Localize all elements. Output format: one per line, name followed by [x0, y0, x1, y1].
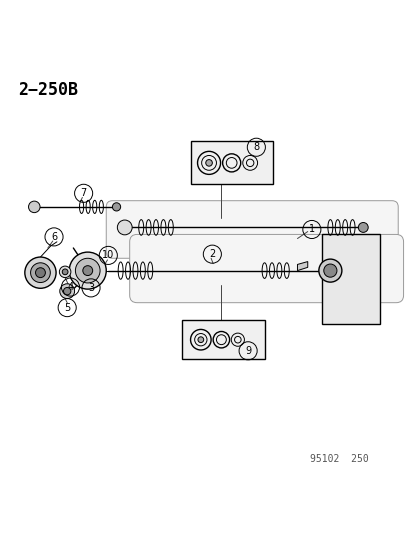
Circle shape — [205, 159, 212, 166]
Circle shape — [112, 203, 120, 211]
Circle shape — [117, 220, 132, 235]
Bar — [182, 320, 264, 359]
Text: 6: 6 — [51, 232, 57, 242]
Text: 10: 10 — [102, 251, 114, 261]
FancyBboxPatch shape — [129, 235, 403, 303]
Text: 1: 1 — [308, 224, 314, 235]
Text: 2: 2 — [209, 249, 215, 259]
Circle shape — [197, 337, 203, 343]
Circle shape — [75, 259, 100, 283]
Circle shape — [59, 266, 71, 278]
Circle shape — [28, 201, 40, 213]
Circle shape — [63, 287, 71, 295]
Text: 95102  250: 95102 250 — [309, 454, 368, 464]
Polygon shape — [297, 262, 307, 271]
Bar — [321, 233, 379, 324]
Circle shape — [323, 264, 336, 277]
Text: 7: 7 — [80, 188, 87, 198]
Circle shape — [69, 252, 106, 289]
Circle shape — [31, 263, 50, 282]
Bar — [190, 141, 272, 184]
Circle shape — [62, 269, 68, 274]
FancyBboxPatch shape — [106, 201, 397, 259]
Text: 8: 8 — [253, 142, 259, 152]
Text: 2−250B: 2−250B — [18, 82, 78, 100]
Text: 4: 4 — [67, 282, 74, 292]
Text: 3: 3 — [88, 283, 94, 293]
Circle shape — [36, 268, 45, 278]
Text: 5: 5 — [64, 303, 70, 313]
Text: 9: 9 — [244, 346, 251, 356]
Circle shape — [358, 222, 367, 232]
Circle shape — [25, 257, 56, 288]
Circle shape — [83, 265, 93, 276]
Circle shape — [318, 259, 341, 282]
Circle shape — [59, 284, 74, 298]
